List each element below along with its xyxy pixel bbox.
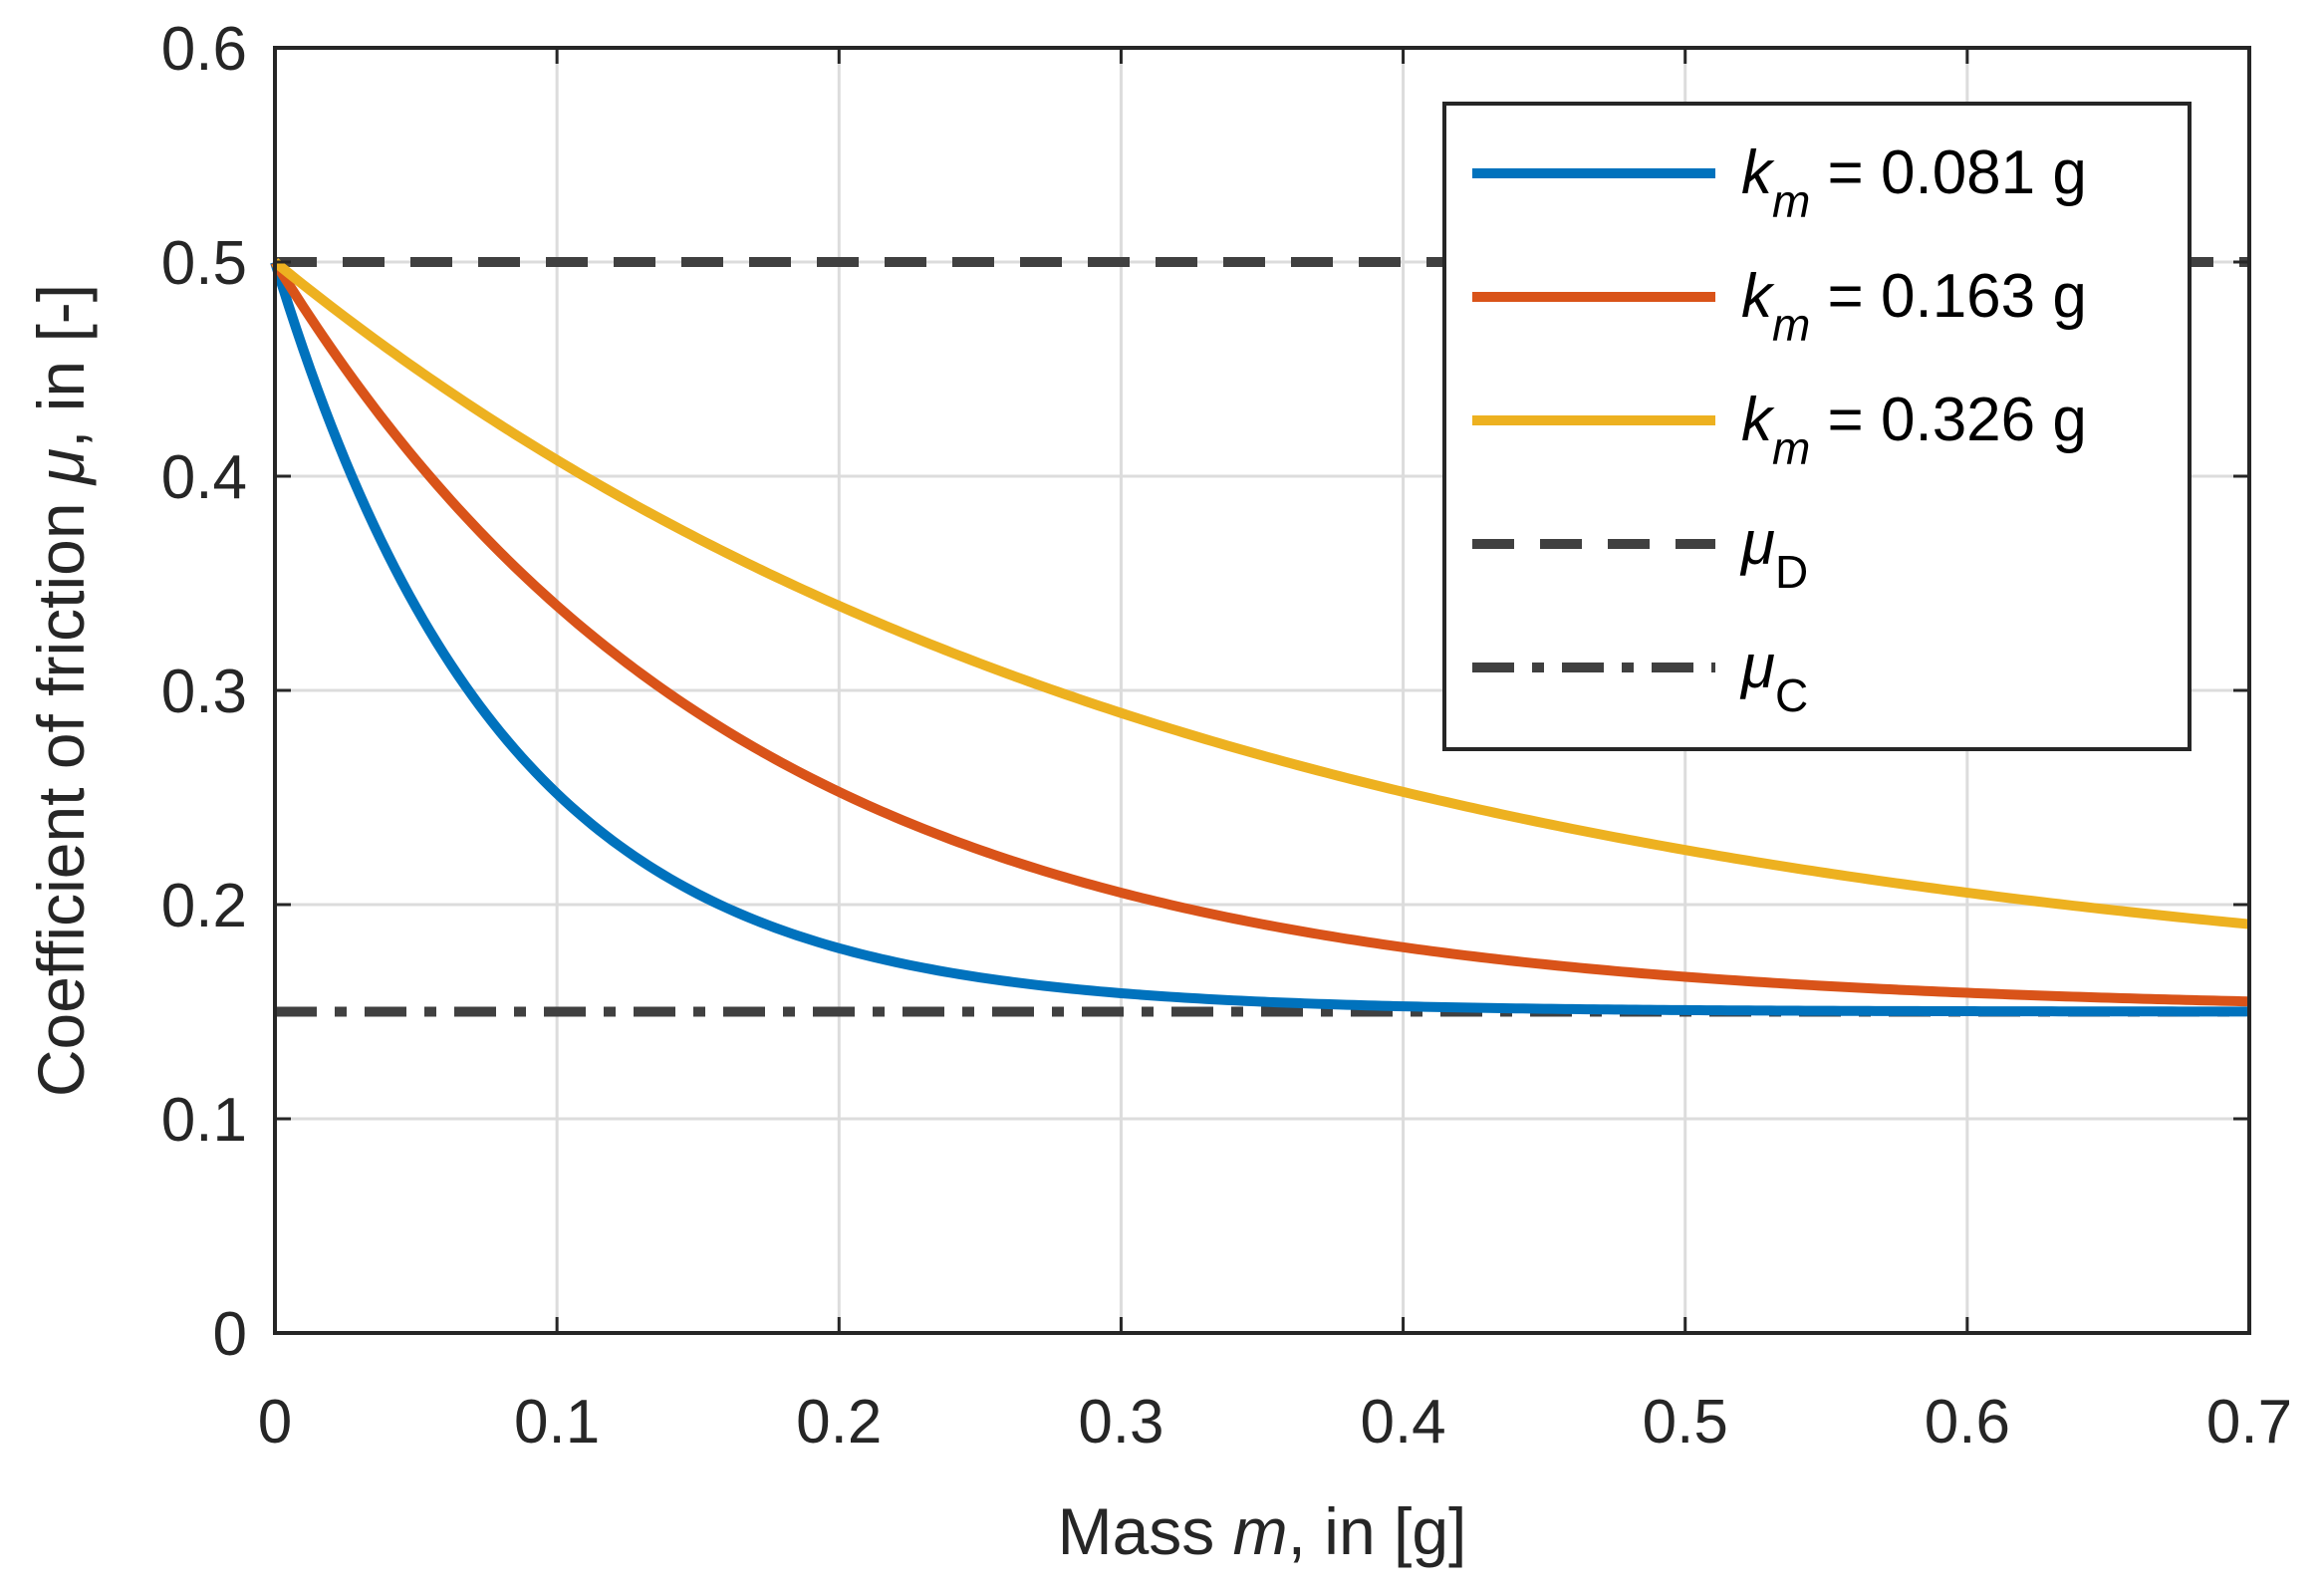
- y-tick-label: 0.2: [161, 872, 247, 940]
- legend-label: km = 0.163 g: [1741, 262, 2087, 351]
- legend-label: μD: [1739, 509, 1808, 598]
- y-tick-label: 0.3: [161, 658, 247, 726]
- ticks: [273, 46, 2251, 1335]
- y-tick-label: 0.5: [161, 229, 247, 298]
- y-tick-label: 0.6: [161, 15, 247, 84]
- x-tick-label: 0.6: [1925, 1388, 2010, 1457]
- y-axis-title: Coefficient of friction μ, in [-]: [24, 284, 98, 1097]
- y-tick-label: 0.1: [161, 1086, 247, 1155]
- series-line-km-0.326: [271, 258, 2250, 930]
- series-line-km-0.163: [270, 259, 2250, 1007]
- x-tick-label: 0.7: [2206, 1388, 2292, 1457]
- x-axis-title: Mass m, in [g]: [1058, 1494, 1467, 1568]
- series-lines: [270, 258, 2250, 1017]
- x-tick-label: 0.4: [1360, 1388, 1445, 1457]
- legend-label: km = 0.081 g: [1741, 138, 2087, 227]
- series-line-km-0.081: [270, 260, 2250, 1017]
- x-tick-label: 0.1: [514, 1388, 600, 1457]
- x-tick-label: 0.5: [1643, 1388, 1728, 1457]
- x-tick-label: 0: [258, 1388, 292, 1457]
- y-tick-label: 0: [213, 1300, 247, 1369]
- legend-label: km = 0.326 g: [1741, 386, 2087, 474]
- legend: km = 0.081 g km = 0.163 g km = 0.326 g μD μC: [1442, 102, 2192, 751]
- y-tick-labels: 0 0.1 0.2 0.3 0.4 0.5 0.6: [161, 15, 247, 1369]
- x-tick-labels: 0 0.1 0.2 0.3 0.4 0.5 0.6 0.7: [258, 1388, 2292, 1457]
- x-tick-label: 0.3: [1078, 1388, 1163, 1457]
- legend-box: [1442, 102, 2192, 751]
- y-tick-label: 0.4: [161, 443, 247, 512]
- x-tick-label: 0.2: [796, 1388, 882, 1457]
- legend-label: μC: [1739, 633, 1808, 721]
